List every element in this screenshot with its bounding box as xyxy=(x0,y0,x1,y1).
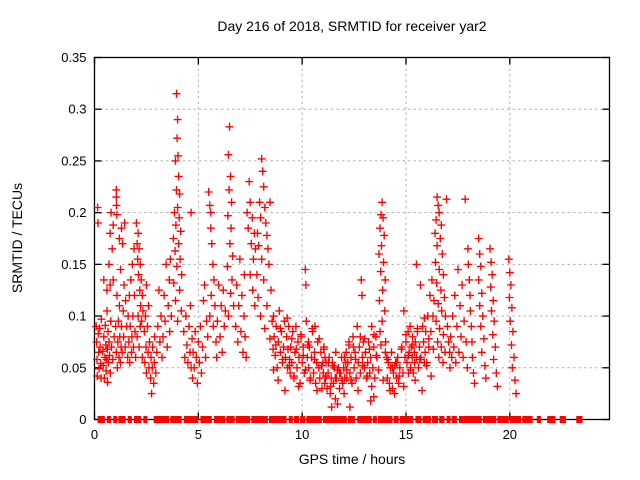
baseline-segment xyxy=(536,416,541,423)
baseline-segment xyxy=(143,416,148,423)
baseline-segment xyxy=(268,416,287,423)
y-tick-label: 0.25 xyxy=(61,153,86,168)
baseline-segment xyxy=(251,416,268,423)
baseline-segment xyxy=(576,416,583,423)
x-tick-label: 15 xyxy=(399,427,413,442)
baseline-segment xyxy=(226,416,235,423)
baseline-segment xyxy=(559,416,566,423)
x-tick-labels: 0 5 10 15 20 xyxy=(91,427,517,442)
x-tick-label: 10 xyxy=(295,427,309,442)
baseline-segment xyxy=(372,416,377,423)
baseline-segment xyxy=(458,416,482,423)
baseline-segment xyxy=(439,416,445,423)
baseline-segment xyxy=(547,416,556,423)
baseline-segment xyxy=(97,416,105,423)
x-tick-label: 20 xyxy=(503,427,517,442)
y-axis-label: SRMTID / TECUs xyxy=(9,183,25,293)
baseline-segment xyxy=(347,416,356,423)
baseline-segment xyxy=(422,416,431,423)
baseline-segment xyxy=(127,416,132,423)
baseline-segment xyxy=(322,416,347,423)
baseline-segment xyxy=(522,416,533,423)
baseline-segment xyxy=(183,416,199,423)
y-tick-labels: 0 0.05 0.1 0.15 0.2 0.25 0.3 0.35 xyxy=(61,50,86,427)
baseline-segment xyxy=(300,416,306,423)
data-points-series xyxy=(92,89,521,412)
y-tick-label: 0.2 xyxy=(68,205,86,220)
y-tick-label: 0.1 xyxy=(68,309,86,324)
baseline-segment xyxy=(235,416,251,423)
baseline-segment xyxy=(393,416,399,423)
baseline-segment xyxy=(293,416,300,423)
baseline-segment xyxy=(118,416,126,423)
baseline-segment xyxy=(399,416,414,423)
baseline-segment xyxy=(446,416,451,423)
baseline-segment xyxy=(497,416,509,423)
baseline-segment xyxy=(200,416,212,423)
x-tick-label: 5 xyxy=(195,427,202,442)
x-axis-label: GPS time / hours xyxy=(299,451,406,467)
baseline-segment xyxy=(170,416,182,423)
baseline-segment xyxy=(113,416,118,423)
y-tick-label: 0 xyxy=(79,412,86,427)
baseline-segment xyxy=(431,416,439,423)
y-tick-label: 0.3 xyxy=(68,102,86,117)
baseline-segment xyxy=(288,416,293,423)
baseline-segment xyxy=(306,416,322,423)
y-tick-label: 0.35 xyxy=(61,50,86,65)
baseline-segment xyxy=(377,416,393,423)
baseline-segment xyxy=(357,416,372,423)
baseline-segment xyxy=(415,416,422,423)
y-tick-label: 0.15 xyxy=(61,257,86,272)
baseline-segment xyxy=(213,416,226,423)
gridlines xyxy=(94,57,610,420)
baseline-segment xyxy=(482,416,497,423)
baseline-segment xyxy=(509,416,522,423)
baseline-segment xyxy=(153,416,170,423)
x-tick-label: 0 xyxy=(91,427,98,442)
y-tick-label: 0.05 xyxy=(61,360,86,375)
chart-title: Day 216 of 2018, SRMTID for receiver yar… xyxy=(217,18,486,34)
baseline-segment xyxy=(451,416,457,423)
baseline-segment xyxy=(106,416,112,423)
baseline-segment xyxy=(133,416,142,423)
baseline-markers xyxy=(97,416,583,423)
